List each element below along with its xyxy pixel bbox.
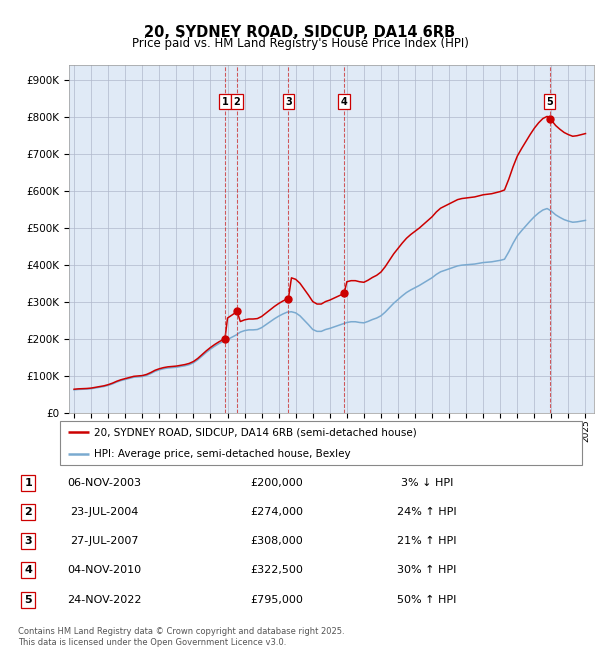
Text: 24-NOV-2022: 24-NOV-2022 (67, 595, 142, 604)
Text: 50% ↑ HPI: 50% ↑ HPI (397, 595, 457, 604)
Text: 24% ↑ HPI: 24% ↑ HPI (397, 507, 457, 517)
Text: 1: 1 (24, 478, 32, 488)
Text: 4: 4 (341, 96, 347, 107)
Text: 20, SYDNEY ROAD, SIDCUP, DA14 6RB (semi-detached house): 20, SYDNEY ROAD, SIDCUP, DA14 6RB (semi-… (94, 428, 416, 437)
Text: 30% ↑ HPI: 30% ↑ HPI (397, 566, 457, 575)
Bar (237, 65, 289, 413)
Text: Contains HM Land Registry data © Crown copyright and database right 2025.
This d: Contains HM Land Registry data © Crown c… (18, 627, 344, 647)
Text: Price paid vs. HM Land Registry's House Price Index (HPI): Price paid vs. HM Land Registry's House … (131, 37, 469, 50)
Text: 27-JUL-2007: 27-JUL-2007 (70, 536, 139, 546)
Text: 23-JUL-2004: 23-JUL-2004 (70, 507, 139, 517)
Text: 3% ↓ HPI: 3% ↓ HPI (401, 478, 453, 488)
Text: 3: 3 (25, 536, 32, 546)
Text: £795,000: £795,000 (251, 595, 304, 604)
Text: £274,000: £274,000 (250, 507, 304, 517)
Text: 5: 5 (547, 96, 553, 107)
Text: 2: 2 (233, 96, 241, 107)
Text: £322,500: £322,500 (251, 566, 304, 575)
Text: 4: 4 (24, 566, 32, 575)
Text: 21% ↑ HPI: 21% ↑ HPI (397, 536, 457, 546)
Text: HPI: Average price, semi-detached house, Bexley: HPI: Average price, semi-detached house,… (94, 448, 350, 459)
Text: 5: 5 (25, 595, 32, 604)
Text: 06-NOV-2003: 06-NOV-2003 (67, 478, 141, 488)
Text: 04-NOV-2010: 04-NOV-2010 (67, 566, 141, 575)
FancyBboxPatch shape (60, 421, 582, 465)
Text: £308,000: £308,000 (251, 536, 304, 546)
Bar (289, 65, 344, 413)
Bar (344, 65, 550, 413)
Text: £200,000: £200,000 (251, 478, 304, 488)
Text: 3: 3 (285, 96, 292, 107)
Bar (69, 65, 225, 413)
Text: 2: 2 (24, 507, 32, 517)
Bar (225, 65, 237, 413)
Bar (550, 65, 594, 413)
Text: 20, SYDNEY ROAD, SIDCUP, DA14 6RB: 20, SYDNEY ROAD, SIDCUP, DA14 6RB (145, 25, 455, 40)
Text: 1: 1 (221, 96, 229, 107)
